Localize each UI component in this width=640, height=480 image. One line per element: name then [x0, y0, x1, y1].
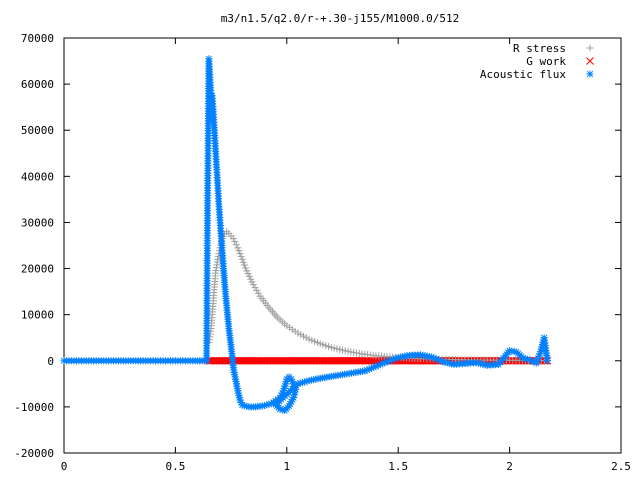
series-layer — [60, 55, 552, 415]
legend-label: G work — [526, 55, 566, 68]
legend-marker — [586, 57, 594, 65]
data-point — [238, 255, 246, 263]
x-tick-label: 0.5 — [165, 460, 185, 473]
data-point — [237, 252, 245, 260]
y-tick-label: -20000 — [14, 447, 54, 460]
series-r-stress — [205, 228, 551, 365]
y-tick-label: 10000 — [21, 309, 54, 322]
y-tick-label: -10000 — [14, 401, 54, 414]
plot-frame — [63, 37, 622, 454]
legend-marker — [586, 70, 594, 78]
x-tick-label: 2.5 — [611, 460, 631, 473]
x-tick-label: 2 — [506, 460, 513, 473]
y-tick-label: 60000 — [21, 78, 54, 91]
data-point — [239, 258, 247, 266]
data-point — [229, 235, 237, 243]
data-point — [235, 247, 243, 255]
data-point — [254, 289, 262, 297]
x-axis: 0 0.5 1 1.5 2 2.5 — [61, 38, 631, 473]
data-point — [253, 286, 261, 294]
y-tick-label: 70000 — [21, 32, 54, 45]
y-tick-label: 40000 — [21, 170, 54, 183]
y-axis: -20000 -10000 0 10000 20000 30000 40000 50000 60… — [14, 32, 621, 460]
y-tick-label: 30000 — [21, 216, 54, 229]
data-point — [240, 261, 248, 269]
series-acoustic-flux — [60, 55, 551, 415]
data-point — [232, 241, 240, 249]
data-point — [214, 255, 222, 263]
x-tick-label: 0 — [61, 460, 68, 473]
chart-title: m3/n1.5/q2.0/r-+.30-j155/M1000.0/512 — [221, 12, 459, 25]
data-point — [242, 264, 250, 272]
y-tick-label: 0 — [47, 355, 54, 368]
data-point — [234, 244, 242, 252]
data-point — [231, 238, 239, 246]
y-tick-label: 20000 — [21, 263, 54, 276]
x-tick-label: 1 — [283, 460, 290, 473]
legend-marker — [586, 44, 594, 52]
data-point — [249, 281, 257, 289]
legend-label: Acoustic flux — [480, 68, 566, 81]
y-tick-label: 50000 — [21, 124, 54, 137]
data-point — [236, 250, 244, 258]
data-point — [543, 357, 551, 365]
data-point — [251, 284, 259, 292]
x-tick-label: 1.5 — [388, 460, 408, 473]
legend-label: R stress — [513, 42, 566, 55]
